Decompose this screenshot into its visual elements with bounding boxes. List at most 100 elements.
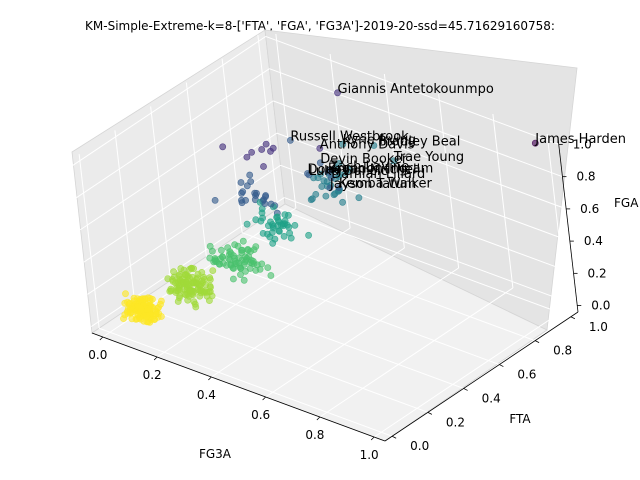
scatter-point bbox=[244, 154, 250, 160]
scatter-point bbox=[135, 312, 141, 318]
x-tick-label: 0.8 bbox=[305, 428, 324, 442]
scatter-point bbox=[226, 256, 232, 262]
y-tick-label: 0.4 bbox=[482, 391, 501, 405]
scatter-point bbox=[319, 183, 325, 189]
scatter-point bbox=[171, 269, 177, 275]
x-tick-label: 0.6 bbox=[251, 408, 270, 422]
y-tick-mark bbox=[499, 365, 503, 367]
scatter-point bbox=[244, 221, 250, 227]
z-axis-label: FGA bbox=[614, 196, 639, 210]
y-tick-mark bbox=[392, 436, 396, 438]
scatter-point bbox=[241, 277, 247, 283]
scatter-point bbox=[253, 190, 259, 196]
x-tick-label: 0.4 bbox=[197, 388, 216, 402]
x-tick-mark bbox=[208, 377, 211, 380]
scatter-point bbox=[249, 149, 255, 155]
scatter-point bbox=[253, 267, 259, 273]
x-tick-mark bbox=[317, 417, 320, 420]
point-label: James Harden bbox=[534, 132, 626, 147]
x-tick-label: 0.2 bbox=[143, 368, 162, 382]
scatter-point bbox=[190, 292, 196, 298]
z-axis-line bbox=[558, 138, 578, 312]
scatter-point bbox=[253, 244, 259, 250]
scatter-point bbox=[356, 195, 362, 201]
scatter-point bbox=[220, 144, 226, 150]
scatter-point bbox=[247, 172, 253, 178]
z-tick-label: 0.6 bbox=[580, 202, 599, 216]
y-tick-mark bbox=[535, 341, 539, 343]
scatter-point bbox=[158, 313, 164, 319]
z-tick-label: 0.4 bbox=[584, 234, 603, 248]
scatter-point bbox=[270, 223, 276, 229]
scatter-point bbox=[198, 290, 204, 296]
scatter-point bbox=[244, 183, 250, 189]
scatter-point bbox=[260, 163, 266, 169]
scatter-point bbox=[168, 288, 174, 294]
scatter-point bbox=[250, 258, 256, 264]
scatter-point bbox=[175, 298, 181, 304]
scatter-point bbox=[124, 299, 130, 305]
y-tick-label: 0.6 bbox=[517, 368, 536, 382]
scatter-point bbox=[276, 228, 282, 234]
point-label: Anthony Davis bbox=[320, 137, 415, 152]
y-tick-label: 0.2 bbox=[446, 415, 465, 429]
point-label: Jayson Tatum bbox=[329, 177, 416, 192]
scatter-point bbox=[165, 276, 171, 282]
scatter-point bbox=[270, 145, 276, 151]
x-tick-label: 0.0 bbox=[88, 348, 107, 362]
scatter-point bbox=[286, 224, 292, 230]
scatter-point bbox=[285, 212, 291, 218]
y-tick-label: 0.0 bbox=[410, 439, 429, 453]
scatter-point bbox=[259, 210, 265, 216]
scatter-point bbox=[263, 141, 269, 147]
scatter-point bbox=[287, 230, 293, 236]
scatter-point bbox=[268, 272, 274, 278]
scatter-point bbox=[242, 268, 248, 274]
y-tick-mark bbox=[571, 317, 575, 319]
scatter-point bbox=[225, 245, 231, 251]
z-tick-label: 0.2 bbox=[588, 266, 607, 280]
scatter-point bbox=[230, 276, 236, 282]
scatter-point bbox=[207, 243, 213, 249]
scatter-point bbox=[245, 247, 251, 253]
x-tick-mark bbox=[100, 337, 103, 340]
scatter-point bbox=[262, 201, 268, 207]
scatter-point bbox=[281, 233, 287, 239]
scatter-point bbox=[242, 259, 248, 265]
scatter-point bbox=[192, 301, 198, 307]
scatter-point bbox=[158, 298, 164, 304]
scatter-point bbox=[274, 214, 280, 220]
y-tick-mark bbox=[464, 388, 468, 390]
scatter-point bbox=[239, 200, 245, 206]
scatter-point bbox=[309, 196, 315, 202]
scatter-point bbox=[240, 238, 246, 244]
x-tick-mark bbox=[371, 437, 374, 440]
scatter-point bbox=[152, 317, 158, 323]
scatter-point bbox=[272, 236, 278, 242]
x-tick-mark bbox=[263, 397, 266, 400]
scatter-point bbox=[122, 291, 128, 297]
scatter-point bbox=[306, 232, 312, 238]
scatter-point bbox=[259, 146, 265, 152]
y-tick-label: 0.8 bbox=[553, 344, 572, 358]
point-label: Giannis Antetokounmpo bbox=[338, 82, 494, 97]
scatter-point bbox=[138, 305, 144, 311]
scatter-point bbox=[144, 319, 150, 325]
scatter-point bbox=[253, 217, 259, 223]
y-tick-mark bbox=[428, 412, 432, 414]
scatter-point bbox=[172, 280, 178, 286]
scatter-point bbox=[156, 304, 162, 310]
scatter-point bbox=[292, 222, 298, 228]
scatter-point bbox=[233, 260, 239, 266]
x-tick-mark bbox=[154, 357, 157, 360]
scatter-point bbox=[340, 199, 346, 205]
y-axis-label: FTA bbox=[509, 412, 531, 426]
scatter-point bbox=[177, 293, 183, 299]
scatter-point bbox=[265, 265, 271, 271]
scatter-point bbox=[260, 230, 266, 236]
scatter-point bbox=[240, 189, 246, 195]
scatter-point bbox=[181, 286, 187, 292]
x-tick-label: 1.0 bbox=[360, 448, 379, 462]
scatter-point bbox=[268, 201, 274, 207]
